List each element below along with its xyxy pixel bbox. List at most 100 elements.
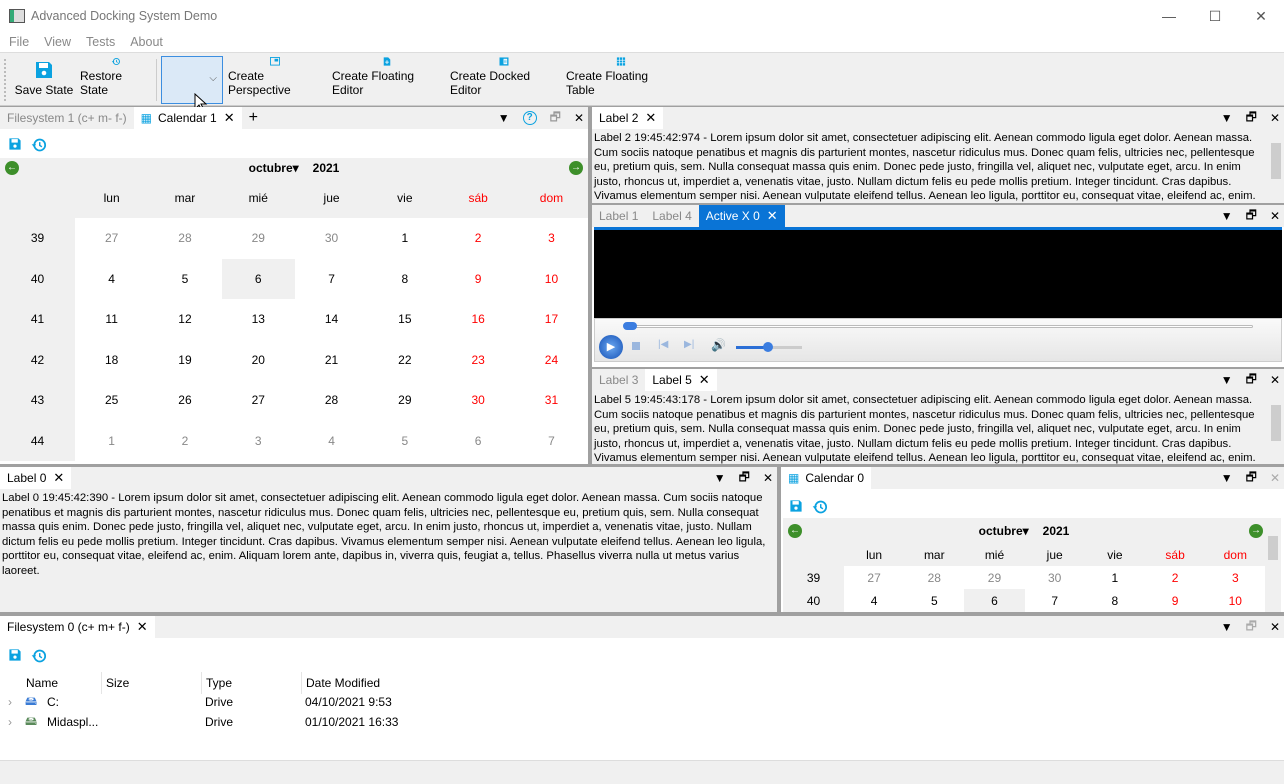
tab-filesystem-1[interactable]: Filesystem 1 (c+ m- f-) — [0, 107, 134, 129]
close-tab-icon[interactable]: ✕ — [136, 619, 148, 634]
close-button[interactable]: ✕ — [1255, 7, 1267, 24]
calendar-day[interactable]: 3 — [1231, 570, 1239, 585]
close-dock-icon[interactable]: ✕ — [1269, 111, 1280, 125]
undock-icon[interactable]: 🗗 — [549, 109, 561, 124]
calendar-widget[interactable]: ← octubre▾ 2021 → lun mar mié jue vie sáb dom 39 27 2… — [783, 518, 1265, 612]
undock-icon[interactable]: 🗗 — [1245, 618, 1257, 633]
calendar-day[interactable]: 5 — [181, 271, 189, 286]
next-month-button[interactable]: → — [569, 161, 583, 175]
calendar-day[interactable]: 10 — [1228, 593, 1242, 608]
previous-month-button[interactable]: ← — [788, 523, 802, 538]
tab-label-4[interactable]: Label 4 — [652, 209, 692, 223]
close-tab-icon[interactable]: ✕ — [766, 208, 778, 223]
tabs-menu-icon[interactable]: ▼ — [1220, 620, 1233, 634]
previous-button[interactable]: |◀ — [658, 339, 669, 350]
undock-icon[interactable]: 🗗 — [738, 469, 750, 484]
calendar-day[interactable]: 11 — [105, 312, 118, 327]
tab-label-3[interactable]: Label 3 — [599, 373, 639, 387]
calendar-day[interactable]: 6 — [221, 258, 295, 299]
undock-icon[interactable]: 🗗 — [1245, 207, 1257, 222]
save-icon[interactable] — [8, 648, 22, 662]
calendar-day[interactable]: 4 — [328, 433, 335, 448]
create-docked-editor-button[interactable]: Create Docked Editor — [450, 57, 558, 103]
calendar-day[interactable]: 10 — [544, 271, 559, 286]
history-icon[interactable] — [31, 648, 47, 664]
play-button[interactable]: ▶ — [599, 335, 623, 359]
history-icon[interactable] — [31, 137, 47, 153]
tab-label-5[interactable]: Label 5 ✕ — [645, 369, 717, 391]
close-dock-icon[interactable]: ✕ — [1269, 471, 1280, 485]
calendar-day[interactable]: 24 — [544, 352, 559, 367]
tab-calendar-0[interactable]: ▦ Calendar 0 — [781, 467, 872, 489]
calendar-day[interactable]: 28 — [927, 570, 941, 585]
menu-tests[interactable]: Tests — [86, 35, 116, 49]
calendar-day[interactable]: 2 — [1171, 570, 1179, 585]
close-tab-icon[interactable]: ✕ — [53, 470, 65, 485]
tab-calendar-1[interactable]: ▦ Calendar 1 ✕ — [133, 107, 242, 129]
calendar-day[interactable]: 30 — [324, 231, 339, 246]
previous-month-button[interactable]: ← — [5, 161, 19, 175]
calendar-day[interactable]: 29 — [987, 570, 1002, 585]
year-selector[interactable]: 2021 — [312, 161, 340, 175]
calendar-day[interactable]: 6 — [474, 433, 482, 448]
calendar-day[interactable]: 8 — [1111, 593, 1119, 608]
expand-arrow-icon[interactable]: › — [8, 695, 12, 709]
menu-about[interactable]: About — [130, 35, 163, 49]
save-icon[interactable] — [789, 499, 803, 513]
calendar-day[interactable]: 5 — [930, 593, 938, 608]
calendar-day[interactable]: 1 — [401, 231, 409, 246]
calendar-day[interactable]: 27 — [251, 393, 265, 408]
scrollbar[interactable] — [1268, 129, 1284, 203]
calendar-day[interactable]: 22 — [398, 352, 412, 367]
calendar-day[interactable]: 2 — [474, 231, 482, 246]
calendar-day[interactable]: 30 — [471, 393, 485, 408]
menu-view[interactable]: View — [44, 35, 72, 49]
close-dock-icon[interactable]: ✕ — [762, 471, 773, 485]
calendar-day[interactable]: 5 — [401, 433, 409, 448]
calendar-day[interactable]: 30 — [1048, 570, 1062, 585]
calendar-day[interactable]: 16 — [471, 312, 485, 327]
tabs-menu-icon[interactable]: ▼ — [497, 111, 510, 125]
calendar-day[interactable]: 9 — [474, 271, 482, 286]
close-dock-icon[interactable]: ✕ — [1269, 620, 1280, 634]
create-floating-table-button[interactable]: Create Floating Table — [566, 57, 676, 103]
restore-state-button[interactable]: Restore State — [80, 57, 152, 103]
calendar-day[interactable]: 3 — [548, 231, 555, 246]
column-header-type[interactable]: Type — [201, 672, 301, 694]
tab-activex-0[interactable]: Active X 0 ✕ — [698, 205, 785, 227]
month-selector[interactable]: octubre▾ — [978, 523, 1029, 538]
close-dock-icon[interactable]: ✕ — [573, 111, 584, 125]
calendar-widget[interactable]: ← octubre▾ 2021 → lun mar mié jue vie sáb dom 39 27 2… — [0, 158, 588, 464]
calendar-day[interactable]: 12 — [178, 312, 192, 327]
calendar-day[interactable]: 7 — [548, 433, 555, 448]
help-icon[interactable]: ? — [522, 111, 537, 125]
scrollbar[interactable] — [1265, 518, 1281, 612]
seek-bar[interactable] — [625, 325, 1253, 328]
tab-label-1[interactable]: Label 1 — [599, 209, 639, 223]
calendar-day[interactable]: 19 — [178, 352, 192, 367]
calendar-day[interactable]: 23 — [471, 352, 485, 367]
tab-label-0[interactable]: Label 0 ✕ — [0, 467, 72, 489]
undock-icon[interactable]: 🗗 — [1245, 469, 1257, 484]
calendar-day[interactable]: 21 — [324, 352, 339, 367]
close-tab-icon[interactable]: ✕ — [698, 372, 710, 387]
volume-icon[interactable]: 🔊 — [711, 338, 726, 352]
close-dock-icon[interactable]: ✕ — [1269, 373, 1280, 387]
calendar-day[interactable]: 9 — [1171, 593, 1179, 608]
history-icon[interactable] — [812, 499, 828, 515]
perspective-combo[interactable]: ⌵ — [161, 56, 223, 104]
calendar-day[interactable]: 8 — [401, 271, 409, 286]
calendar-day[interactable]: 1 — [1111, 570, 1119, 585]
calendar-day[interactable]: 7 — [1051, 593, 1059, 608]
calendar-day[interactable]: 25 — [104, 393, 119, 408]
save-state-button[interactable]: Save State — [14, 57, 74, 103]
tabs-menu-icon[interactable]: ▼ — [1220, 373, 1233, 387]
column-header-date-modified[interactable]: Date Modified — [301, 672, 501, 694]
next-button[interactable]: ▶| — [684, 339, 695, 350]
tab-filesystem-0[interactable]: Filesystem 0 (c+ m+ f-) ✕ — [0, 616, 155, 638]
add-tab-button[interactable]: + — [248, 109, 258, 126]
create-floating-editor-button[interactable]: Create Floating Editor — [332, 57, 442, 103]
tabs-menu-icon[interactable]: ▼ — [713, 471, 726, 485]
next-month-button[interactable]: → — [1249, 523, 1263, 538]
calendar-day[interactable]: 14 — [324, 312, 339, 327]
